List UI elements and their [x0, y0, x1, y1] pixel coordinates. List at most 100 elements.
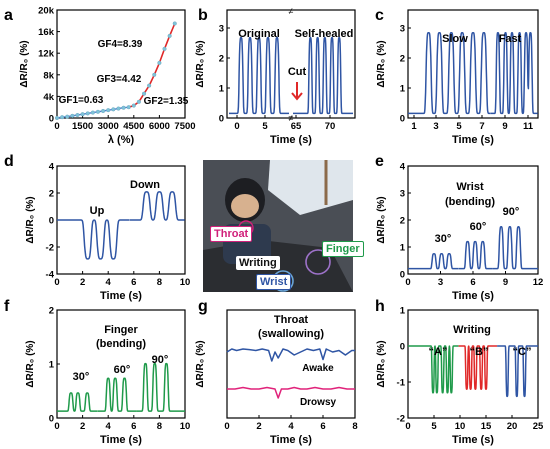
panel-c-series-0 [407, 31, 491, 115]
panel-e-series-2 [492, 226, 539, 270]
panel-a-point [157, 60, 162, 65]
panel-h-ytick-label: -1 [397, 378, 406, 389]
panel-b-ytick-label: 2 [219, 54, 224, 65]
panel-b-series-0 [228, 36, 290, 115]
panel-b-xtick-label: 65 [291, 121, 302, 132]
photo-marker-finger [305, 249, 331, 275]
panel-g-xlabel: Time (s) [270, 434, 312, 446]
panel-c-annotation: Fast [499, 33, 522, 45]
panel-f-xtick-label: 2 [80, 421, 85, 432]
panel-a-point [136, 99, 141, 104]
panel-h-xtick-label: 25 [533, 421, 544, 432]
panel-e-ytick-label: 2 [400, 216, 405, 227]
panel-c-series-1 [489, 31, 539, 115]
panel-g-series-awake [226, 348, 355, 362]
panel-e-xtick-label: 0 [405, 277, 410, 288]
panel-b-ylabel: ΔR/R₀ (%) [195, 40, 206, 87]
panel-e-title-line2: (bending) [445, 196, 495, 208]
panel-h-annotation: “A” [429, 346, 448, 358]
panel-letter-g: g [198, 298, 208, 315]
panel-f-xtick-label: 8 [157, 421, 162, 432]
panel-b-xtick-label: 5 [262, 121, 268, 132]
panel-a-xtick-label: 6000 [149, 121, 170, 132]
photo-label-writing: Writing [236, 256, 280, 270]
panel-a-point [70, 113, 75, 118]
panel-c-xtick-label: 5 [456, 121, 462, 132]
panel-a-point [162, 46, 167, 51]
panel-h-series-0 [407, 345, 460, 394]
panel-a-point [152, 72, 157, 77]
panel-e-ytick-label: 4 [400, 162, 406, 173]
panel-a-xtick-label: 1500 [72, 121, 93, 132]
photo-label-wrist: Wrist [256, 274, 292, 290]
panel-f-title-line2: (bending) [96, 338, 146, 350]
panel-h-xtick-label: 0 [405, 421, 410, 432]
panel-a-ytick-label: 4k [43, 92, 54, 103]
panel-a-point [95, 109, 101, 114]
panel-a-frame [56, 9, 186, 119]
panel-f-ylabel: ΔR/R₀ (%) [25, 340, 36, 387]
panel-a-ytick-label: 20k [38, 6, 55, 17]
photo-label-finger: Finger [322, 241, 364, 257]
panel-c-xtick-label: 9 [502, 121, 507, 132]
panel-b-xlabel: Time (s) [270, 134, 312, 146]
panel-f-ytick-label: 0 [49, 414, 54, 425]
panel-a-ylabel: ΔR/R₀ (%) [19, 40, 30, 87]
panel-f-annotation: 30° [73, 371, 90, 383]
panel-h-xtick-label: 5 [431, 421, 437, 432]
panel-a-point [126, 105, 131, 110]
panel-h-xtick-label: 20 [507, 421, 518, 432]
panel-a-point [101, 108, 106, 114]
panel-g-annotation: Drowsy [300, 397, 337, 408]
panel-c-ytick-label: 1 [400, 84, 406, 95]
panel-d-xtick-label: 2 [80, 277, 85, 288]
panel-c-xtick-label: 3 [433, 121, 438, 132]
panel-a-point [80, 112, 85, 117]
panel-d-ytick-label: 4 [49, 162, 55, 173]
panel-a-point [75, 112, 80, 118]
photo-face [231, 194, 259, 218]
panel-a-point [111, 107, 116, 112]
panel-e-xtick-label: 9 [503, 277, 508, 288]
panel-d-xtick-label: 8 [157, 277, 162, 288]
panel-a-point [65, 114, 70, 119]
panel-a-point [167, 33, 172, 38]
panel-a-xtick-label: 4500 [123, 121, 144, 132]
panel-f-ytick-label: 1 [49, 360, 55, 371]
panel-c-ytick-label: 0 [400, 114, 405, 125]
panel-b-break: ≠ [289, 6, 294, 16]
panel-e-ylabel: ΔR/R₀ (%) [376, 196, 387, 243]
panel-f-xtick-label: 6 [131, 421, 136, 432]
panel-e-ytick-label: 1 [400, 243, 406, 254]
panel-d-annotation: Down [130, 179, 160, 191]
panel-e-annotation: 90° [503, 206, 520, 218]
panel-c-frame [407, 9, 539, 119]
panel-d-ylabel: ΔR/R₀ (%) [25, 196, 36, 243]
panel-a-ytick-label: 16k [38, 27, 55, 38]
panel-g-xtick-label: 4 [288, 421, 294, 432]
panel-b-xtick-label: 0 [234, 121, 239, 132]
panel-a-point [54, 115, 60, 121]
panel-f-xtick-label: 4 [106, 421, 112, 432]
panel-e-ytick-label: 3 [400, 189, 405, 200]
panel-a-fit-high [128, 23, 176, 108]
panel-d-xtick-label: 0 [54, 277, 59, 288]
panel-a-point [90, 110, 95, 115]
panel-d-xtick-label: 10 [180, 277, 191, 288]
panel-h-ytick-label: -2 [397, 414, 405, 425]
panel-c-xtick-label: 7 [479, 121, 484, 132]
panel-e-xlabel: Time (s) [452, 290, 494, 302]
panel-a-point [141, 91, 147, 96]
photo-windshield [268, 160, 353, 215]
panel-h-series-2 [496, 345, 539, 398]
panel-a-point [116, 106, 121, 111]
panel-a-annotation: GF3=4.42 [97, 74, 142, 85]
panel-h-xtick-label: 10 [455, 421, 466, 432]
panel-e-xtick-label: 12 [533, 277, 544, 288]
panel-c-annotation: Slow [442, 33, 468, 45]
panel-b-xtick-label: 70 [325, 121, 336, 132]
panel-h-ytick-label: 0 [400, 342, 405, 353]
panel-letter-b: b [198, 7, 208, 24]
panel-g-ylabel: ΔR/R₀ (%) [195, 340, 206, 387]
